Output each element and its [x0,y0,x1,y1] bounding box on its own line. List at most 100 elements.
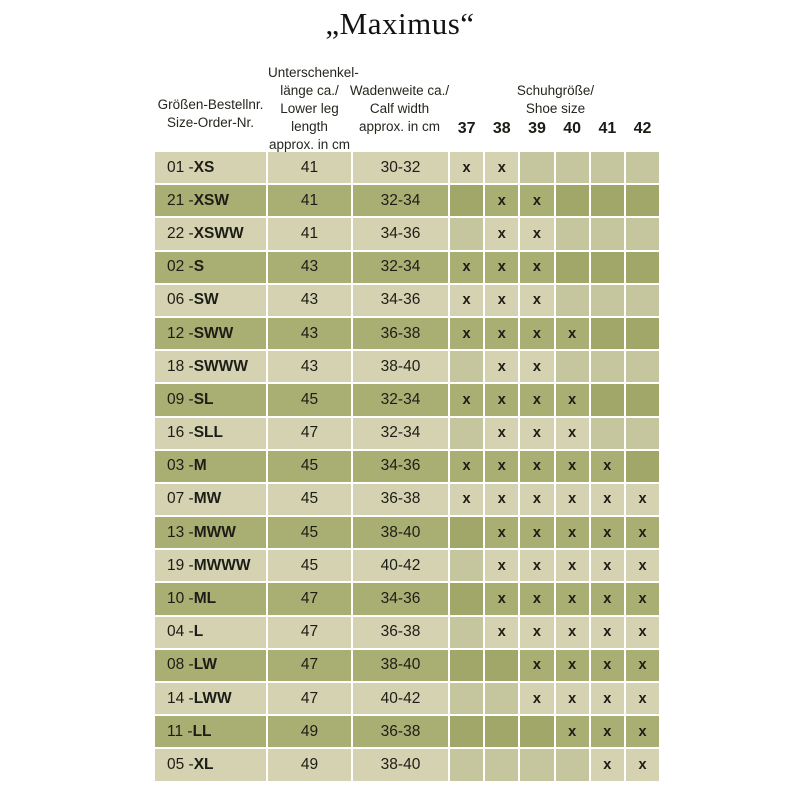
availability-mark: x [568,458,577,475]
shoe-mark-cell-41 [590,417,624,449]
size-order-cell: 12 - SWW [155,317,266,350]
size-code: M [193,457,207,475]
shoe-mark-cell-42 [625,185,660,217]
availability-mark: x [497,624,506,641]
availability-mark: x [568,657,577,674]
shoe-mark-cell-41 [590,317,624,350]
shoe-mark-cell-41: x [590,483,624,516]
calf-width-cell: 32-34 [353,251,448,283]
order-number: 11 - [167,722,193,740]
size-code: SWW [193,324,234,342]
order-number: 07 - [167,490,194,508]
shoe-size-numbers: 37 38 39 40 41 42 [450,116,659,142]
shoe-mark-cell-39: x [520,649,554,681]
shoe-mark-cell-42 [625,218,660,250]
shoe-mark-cell-41 [590,218,624,250]
order-number: 08 - [167,656,194,674]
shoe-mark-cell-41 [590,284,624,316]
shoe-mark-cell-38 [485,749,519,781]
shoe-size-number: 37 [457,120,476,137]
availability-mark: x [497,524,506,541]
shoe-mark-cell-40: x [555,483,589,516]
calf-width-cell: 36-38 [353,716,448,748]
col-header-leg-length-line1: Unterschenkel- [268,65,359,80]
order-number: 19 - [167,556,194,574]
shoe-mark-cell-38: x [485,550,519,582]
shoe-mark-cell-41: x [590,649,624,681]
shoe-mark-cell-38: x [485,517,519,549]
availability-mark: x [568,690,577,707]
shoe-mark-cell-37 [450,649,484,681]
availability-mark: x [603,723,612,740]
shoe-mark-cell-37: x [450,152,484,184]
shoe-mark-cell-40: x [555,317,589,350]
shoe-mark-cell-41 [590,251,624,283]
size-code: LL [192,722,212,740]
col-header-shoe-size-line2: Shoe size [525,101,586,116]
order-number: 01 - [167,158,194,176]
shoe-mark-cell-40: x [555,417,589,449]
size-order-cell: 14 - LWW [155,683,266,715]
availability-mark: x [532,259,541,276]
shoe-mark-cell-37: x [450,450,484,482]
availability-mark: x [497,491,506,508]
shoe-mark-cell-37: x [450,317,484,350]
leg-length-cell: 47 [268,616,351,648]
shoe-mark-cell-37 [450,218,484,250]
availability-mark: x [568,391,577,408]
leg-length-cell: 47 [268,417,351,449]
order-number: 22 - [167,224,194,242]
availability-mark: x [532,557,541,574]
shoe-mark-cell-38: x [485,152,519,184]
availability-mark: x [462,259,471,276]
availability-mark: x [638,524,647,541]
calf-width-cell: 34-36 [353,583,448,615]
shoe-mark-cell-42 [625,317,660,350]
shoe-size-number: 41 [598,120,617,137]
calf-width-cell: 36-38 [353,483,448,516]
shoe-mark-cell-41 [590,384,624,416]
availability-mark: x [568,591,577,608]
size-order-cell: 13 - MWW [155,517,266,549]
shoe-mark-cell-41 [590,152,624,184]
shoe-mark-cell-41: x [590,517,624,549]
availability-mark: x [532,225,541,242]
availability-mark: x [638,624,647,641]
size-code: XS [193,158,215,176]
shoe-mark-cell-40 [555,152,589,184]
leg-length-cell: 45 [268,450,351,482]
shoe-mark-cell-41: x [590,550,624,582]
calf-width-cell: 34-36 [353,218,448,250]
shoe-mark-cell-37: x [450,483,484,516]
shoe-mark-cell-40 [555,218,589,250]
shoe-mark-cell-41 [590,351,624,383]
leg-length-cell: 45 [268,517,351,549]
size-code: XSW [193,191,230,209]
order-number: 18 - [167,357,194,375]
availability-mark: x [603,491,612,508]
leg-length-cell: 45 [268,384,351,416]
shoe-mark-cell-40 [555,351,589,383]
calf-width-cell: 36-38 [353,616,448,648]
shoe-mark-cell-39: x [520,284,554,316]
shoe-mark-cell-38: x [485,251,519,283]
size-code: SLL [193,424,223,442]
availability-mark: x [532,325,541,342]
size-order-cell: 01 - XS [155,152,266,184]
leg-length-cell: 45 [268,483,351,516]
availability-mark: x [532,624,541,641]
availability-mark: x [497,259,506,276]
shoe-mark-cell-37 [450,351,484,383]
availability-mark: x [497,557,506,574]
shoe-mark-cell-39: x [520,583,554,615]
availability-mark: x [532,524,541,541]
order-number: 09 - [167,390,194,408]
shoe-mark-cell-39: x [520,351,554,383]
col-header-leg-length-line3: Lower leg length [280,101,339,134]
availability-mark: x [497,458,506,475]
calf-width-cell: 34-36 [353,450,448,482]
availability-mark: x [638,557,647,574]
shoe-mark-cell-42: x [625,517,660,549]
availability-mark: x [532,458,541,475]
availability-mark: x [603,624,612,641]
